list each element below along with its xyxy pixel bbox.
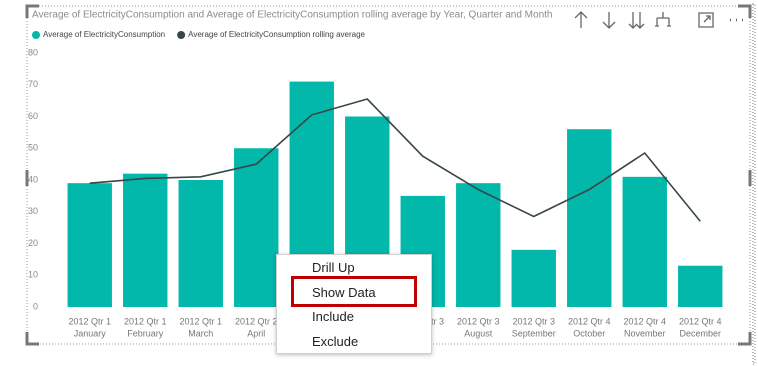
bar xyxy=(456,183,501,307)
expand-icon[interactable] xyxy=(655,12,671,27)
line xyxy=(89,98,701,222)
y-tick-label: 40 xyxy=(28,174,38,184)
bar xyxy=(123,173,168,307)
x-tick-label: 2012 Qtr 2 xyxy=(235,316,278,326)
bar xyxy=(67,183,112,307)
y-tick-label: 50 xyxy=(28,143,38,153)
page-border xyxy=(752,3,756,365)
x-tick-label: August xyxy=(464,328,493,338)
x-tick-label: January xyxy=(74,328,107,338)
context-menu: Drill Up Show Data Include Exclude xyxy=(276,254,432,354)
y-tick-label: 0 xyxy=(33,301,38,311)
menu-item[interactable]: Exclude xyxy=(312,333,359,349)
x-tick-label: 2012 Qtr 4 xyxy=(568,316,611,326)
legend-label: Average of ElectricityConsumption xyxy=(43,30,165,39)
focus-icon[interactable] xyxy=(698,12,714,28)
y-tick-label: 20 xyxy=(28,238,38,248)
menu-item[interactable]: Drill Up xyxy=(312,260,355,275)
drill-down-icon[interactable] xyxy=(602,12,616,29)
x-tick-label: 2012 Qtr 4 xyxy=(623,316,666,326)
legend-marker xyxy=(32,31,40,39)
x-tick-label: April xyxy=(247,328,265,338)
x-tick-label: November xyxy=(624,328,666,338)
x-tick-label: October xyxy=(573,328,605,338)
bar xyxy=(622,176,667,307)
bar xyxy=(234,148,279,307)
x-tick-label: 2012 Qtr 3 xyxy=(512,316,555,326)
menu-item[interactable]: Include xyxy=(312,309,354,324)
highlight-box xyxy=(291,276,417,307)
bar xyxy=(178,180,223,307)
x-tick-label: December xyxy=(679,328,721,338)
x-tick-label: September xyxy=(512,328,556,338)
y-tick-label: 30 xyxy=(28,206,38,216)
x-tick-label: February xyxy=(127,328,164,338)
y-tick-label: 60 xyxy=(28,111,38,121)
y-tick-label: 10 xyxy=(28,270,38,280)
y-tick-label: 80 xyxy=(28,47,38,57)
bar xyxy=(678,265,723,307)
bar xyxy=(567,129,612,307)
x-tick-label: 2012 Qtr 1 xyxy=(124,316,167,326)
resize-handles xyxy=(25,4,752,346)
drill-up-icon[interactable] xyxy=(574,11,588,28)
toolbar xyxy=(574,11,743,29)
x-tick-label: March xyxy=(188,328,213,338)
legend-marker xyxy=(177,31,186,39)
y-tick-label: 70 xyxy=(28,79,38,89)
menu-item[interactable]: Show Data xyxy=(312,284,376,300)
x-tick-label: 2012 Qtr 1 xyxy=(179,316,222,326)
x-tick-label: 2012 Qtr 1 xyxy=(68,316,111,326)
x-tick-label: 2012 Qtr 3 xyxy=(457,316,500,326)
chart-title: Average of ElectricityConsumption and Av… xyxy=(32,10,552,21)
next-level-icon[interactable] xyxy=(628,12,645,29)
x-tick-label: 2012 Qtr 4 xyxy=(679,316,722,326)
bar xyxy=(511,249,556,307)
legend-label: Average of ElectricityConsumption rollin… xyxy=(188,30,365,39)
